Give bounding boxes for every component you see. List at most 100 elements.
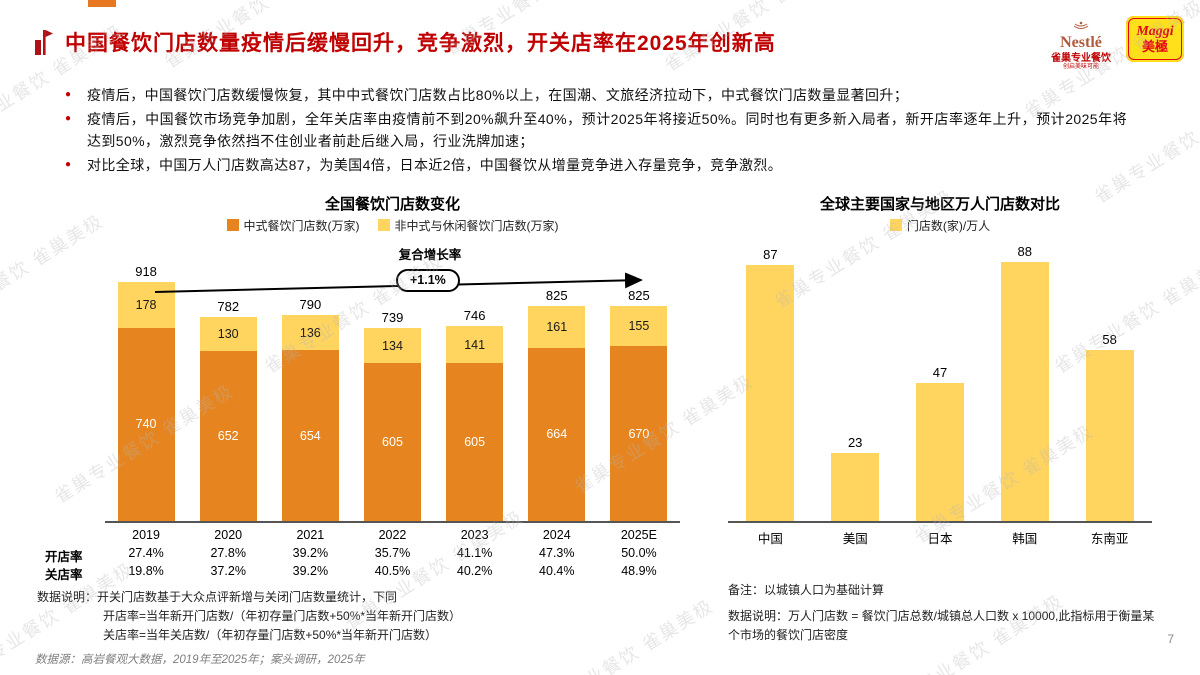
- category-label: 日本: [927, 532, 953, 546]
- legend-swatch: [889, 219, 902, 231]
- legend-label: 非中式与休闲餐饮门店数(万家): [394, 218, 559, 233]
- bar-segment-cn: 664: [528, 347, 586, 521]
- legend-item: 中式餐饮门店数(万家): [226, 217, 360, 234]
- brand-logos: Nestlé 雀巢专业餐饮 创启美味可能 Maggi 美極: [1046, 16, 1184, 71]
- cagr-arrow-icon: [154, 272, 643, 293]
- national-chart-legend: 中式餐饮门店数(万家) 非中式与休闲餐饮门店数(万家): [105, 217, 680, 233]
- rate-value: 37.2%: [210, 564, 246, 578]
- bar-segment-cn: 670: [610, 346, 668, 521]
- bar-total-label: 825: [628, 287, 650, 303]
- legend-label: 门店数(家)/万人: [906, 218, 991, 233]
- global-plot: 87 23 47 88 58: [728, 244, 1152, 523]
- global-notes: 备注：以城镇人口为基础计算 数据说明：万人门店数 = 餐饮门店总数/城镇总人口数…: [728, 581, 1160, 645]
- global-bars: 87 23 47 88 58: [728, 244, 1152, 521]
- national-chart-title: 全国餐饮门店数变化: [324, 196, 460, 213]
- open-rate-formula: 开店率=当年新开门店数/（年初存量门店数+50%*当年新开门店数）: [103, 609, 462, 623]
- stacked-bar-2020: 782 130 652: [187, 283, 269, 521]
- watermark-text: 雀巢专业餐饮 雀巢美极: [530, 595, 718, 675]
- year-label: 2019: [132, 528, 160, 542]
- maggi-chinese-label: 美極: [1141, 38, 1168, 54]
- stacked-bar-2021: 790 136 654: [269, 283, 351, 521]
- category-label: 东南亚: [1090, 532, 1129, 546]
- bar-total-label: 825: [545, 287, 568, 303]
- year-label: 2025E: [620, 528, 657, 542]
- global-density-chart: 全球主要国家与地区万人门店数对比 门店数(家)/万人 87 23 47 88 58 中国…: [700, 193, 1168, 645]
- year-label: 2022: [378, 528, 407, 542]
- rate-value: 19.8%: [128, 564, 164, 578]
- data-source: 数据源：高岩餐观大数据，2019年至2025年；案头调研，2025年: [35, 654, 365, 666]
- stacked-bar-2023: 746 141 605: [434, 283, 516, 521]
- page-number: 7: [1167, 632, 1174, 646]
- rate-row: 关店率 19.8% 37.2% 39.2% 40.5% 40.2% 40.4% 48.9%: [45, 564, 680, 582]
- rate-value: 39.2%: [292, 546, 329, 560]
- bar-segment-noncn: 136: [281, 314, 339, 351]
- legend-swatch: [226, 219, 239, 231]
- rate-value: 48.9%: [621, 564, 657, 578]
- national-notes: 数据说明：开关门店数基于大众点评新增与关闭门店数量统计，下同 开店率=当年新开门…: [37, 588, 461, 645]
- rate-row-label: 关店率: [45, 568, 83, 582]
- rate-value: 27.8%: [210, 546, 246, 560]
- page-title: 中国餐饮门店数量疫情后缓慢回升，竞争激烈，开关店率在2025年创新高: [65, 32, 776, 55]
- category-label: 韩国: [1012, 532, 1038, 546]
- national-restaurant-chart: 全国餐饮门店数变化 中式餐饮门店数(万家) 非中式与休闲餐饮门店数(万家) 复合增…: [35, 193, 683, 582]
- bar-segment-noncn: 161: [528, 305, 586, 348]
- nestle-wordmark: Nestlé: [1060, 34, 1102, 52]
- data-note-label: 数据说明：: [37, 590, 98, 604]
- rate-value: 27.4%: [128, 546, 164, 560]
- global-remark: 备注：以城镇人口为基础计算: [728, 583, 885, 597]
- category-label: 中国: [757, 532, 783, 546]
- bar-value-label: 23: [847, 435, 863, 451]
- cagr-label: 复合增长率: [398, 248, 462, 262]
- maggi-wordmark: Maggi: [1136, 24, 1174, 40]
- rate-value: 41.1%: [456, 546, 493, 560]
- global-data-note: 数据说明：万人门店数 = 餐饮门店总数/城镇总人口数 x 10000,此指标用于…: [728, 609, 1155, 642]
- year-label: 2023: [460, 528, 489, 542]
- rate-value: 50.0%: [621, 546, 657, 560]
- key-points: 疫情后，中国餐饮门店数缓慢恢复，其中中式餐饮门店数占比80%以上，在国潮、文旅经…: [65, 84, 1127, 178]
- stacked-bar-2024: 825 161 664: [516, 283, 598, 521]
- bar-segment-cn: 605: [363, 363, 421, 521]
- nestle-tagline: 创启美味可能: [1062, 64, 1099, 71]
- bar-value-label: 47: [932, 364, 948, 380]
- bullet-global-compare: 对比全球，中国万人门店数高达87，为美国4倍，日本近2倍，中国餐饮从增量竞争进入…: [65, 154, 1127, 176]
- bar: [746, 264, 795, 521]
- national-years: 2019 2020 2021 2022 2023 2024 2025E: [105, 528, 680, 542]
- nestle-logo: Nestlé 雀巢专业餐饮 创启美味可能: [1046, 16, 1116, 71]
- global-categories: 中国 美国 日本 韩国 东南亚: [728, 528, 1152, 547]
- bar-segment-noncn: 141: [446, 326, 504, 364]
- landmark-flag-icon: [33, 27, 53, 57]
- cagr-value-pill: +1.1%: [396, 269, 460, 292]
- top-accent-bar: [88, 0, 116, 7]
- bar: [915, 382, 964, 521]
- bar-segment-noncn: 130: [199, 317, 257, 351]
- bar-total-label: 746: [463, 308, 486, 324]
- rate-value: 35.7%: [374, 546, 411, 560]
- bar-韩国: 88: [982, 244, 1067, 521]
- rate-value: 40.2%: [456, 564, 493, 578]
- rate-value: 40.5%: [374, 564, 411, 578]
- maggi-logo: Maggi 美極: [1126, 16, 1184, 62]
- bar-segment-noncn: 155: [610, 305, 668, 347]
- data-note-text: 开关门店数基于大众点评新增与关闭门店数量统计，下同: [97, 590, 398, 604]
- stacked-bar-2022: 739 134 605: [351, 283, 433, 521]
- rate-value: 40.4%: [539, 564, 575, 578]
- bar-segment-cn: 654: [281, 350, 339, 521]
- bar-东南亚: 58: [1067, 258, 1152, 521]
- bar-segment-noncn: 178: [117, 281, 175, 328]
- rate-row-label: 开店率: [45, 550, 83, 564]
- bar-segment-cn: 652: [199, 350, 257, 521]
- bar: [831, 453, 880, 521]
- bar-segment-cn: 740: [117, 327, 175, 521]
- bar-total-label: 782: [217, 299, 240, 315]
- rate-value: 39.2%: [292, 564, 329, 578]
- global-chart-legend: 门店数(家)/万人: [728, 217, 1152, 233]
- year-label: 2024: [542, 528, 571, 542]
- year-label: 2020: [214, 528, 243, 542]
- bar-total-label: 790: [299, 296, 322, 312]
- bar-value-label: 88: [1017, 243, 1033, 259]
- year-label: 2021: [296, 528, 325, 542]
- rate-value: 47.3%: [539, 546, 575, 560]
- national-note-line1: 数据说明：开关门店数基于大众点评新增与关闭门店数量统计，下同: [37, 588, 461, 607]
- bar-value-label: 58: [1102, 332, 1117, 348]
- rate-rows: 开店率 27.4% 27.8% 39.2% 35.7% 41.1% 47.3% 50.0% 关店…: [45, 546, 680, 582]
